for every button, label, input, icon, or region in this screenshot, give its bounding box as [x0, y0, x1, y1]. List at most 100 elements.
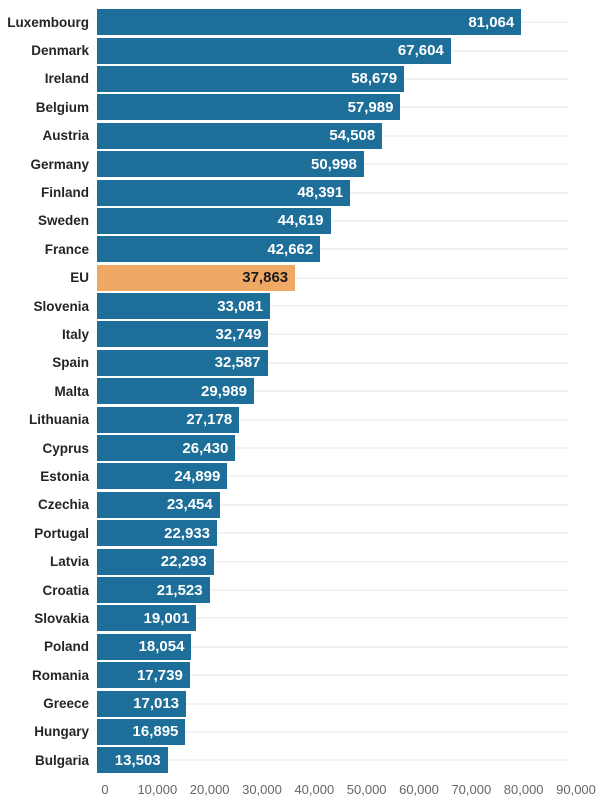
category-gridline — [97, 219, 568, 222]
value-label: 24,899 — [174, 467, 221, 485]
plot-area: 19,001 — [97, 604, 568, 632]
value-label: 50,998 — [310, 155, 357, 173]
bar-row: Latvia 22,293 — [0, 547, 607, 575]
category-gridline — [97, 447, 568, 450]
bar-row: Ireland 58,679 — [0, 65, 607, 93]
bar-row: Hungary 16,895 — [0, 718, 607, 746]
x-axis-tick-label: 60,000 — [399, 781, 439, 797]
x-axis-tick-label: 90,000 — [556, 781, 596, 797]
category-label: Ireland — [44, 71, 89, 87]
category-label: Bulgaria — [34, 752, 89, 768]
value-label: 23,454 — [166, 496, 213, 514]
bar: 48,391 — [97, 179, 351, 206]
category-label: Cyprus — [42, 440, 89, 456]
category-label: Slovakia — [34, 610, 89, 626]
x-axis-tick-label: 40,000 — [294, 781, 335, 797]
category-gridline — [97, 503, 568, 506]
bar: 33,081 — [97, 293, 271, 320]
category-gridline — [97, 361, 568, 364]
bar: 44,619 — [97, 207, 331, 234]
bar: 57,989 — [97, 94, 401, 121]
bar: 81,064 — [97, 9, 522, 36]
bar-row: Portugal 22,933 — [0, 519, 607, 547]
bar: 13,503 — [97, 747, 168, 774]
x-axis-tick-label: 70,000 — [451, 781, 492, 797]
bar-highlighted: 37,863 — [97, 264, 296, 291]
bar-row: Austria 54,508 — [0, 122, 607, 150]
bar: 54,508 — [97, 122, 383, 149]
plot-area: 33,081 — [97, 292, 568, 320]
category-label: Italy — [61, 326, 89, 342]
plot-area: 81,064 — [97, 8, 568, 36]
bar: 22,293 — [97, 548, 214, 575]
category-gridline — [97, 730, 568, 733]
plot-area: 13,503 — [97, 746, 568, 774]
plot-area: 24,899 — [97, 462, 568, 490]
x-axis-tick-label: 10,000 — [137, 781, 178, 797]
bar: 18,054 — [97, 633, 192, 660]
value-label: 58,679 — [351, 70, 398, 88]
value-label: 17,013 — [133, 695, 180, 713]
bar-row: Greece 17,013 — [0, 689, 607, 717]
plot-area: 42,662 — [97, 235, 568, 263]
value-label: 22,293 — [160, 553, 207, 571]
x-axis-tick-label: 20,000 — [189, 781, 230, 797]
value-label: 21,523 — [156, 581, 203, 599]
category-label: Romania — [31, 667, 89, 683]
plot-area: 23,454 — [97, 491, 568, 519]
category-label: Czechia — [37, 497, 89, 513]
x-axis-tick-label: 0 — [101, 781, 109, 797]
category-gridline — [97, 248, 568, 251]
category-label: EU — [70, 270, 89, 286]
category-gridline — [97, 475, 568, 478]
bar: 42,662 — [97, 236, 321, 263]
plot-area: 29,989 — [97, 377, 568, 405]
value-label: 57,989 — [347, 98, 394, 116]
value-label: 32,749 — [215, 325, 262, 343]
category-gridline — [97, 617, 568, 620]
bar-row: Bulgaria 13,503 — [0, 746, 607, 774]
plot-area: 48,391 — [97, 178, 568, 206]
bar: 32,587 — [97, 349, 268, 376]
value-label: 37,863 — [242, 269, 289, 287]
category-label: Luxembourg — [7, 14, 89, 30]
plot-area: 17,013 — [97, 689, 568, 717]
value-label: 33,081 — [217, 297, 264, 315]
bar: 22,933 — [97, 520, 218, 547]
plot-area: 16,895 — [97, 718, 568, 746]
bar: 16,895 — [97, 718, 186, 745]
bar: 67,604 — [97, 37, 451, 64]
bar: 26,430 — [97, 435, 236, 462]
plot-area: 27,178 — [97, 405, 568, 433]
bar-row: Denmark 67,604 — [0, 36, 607, 64]
plot-area: 44,619 — [97, 207, 568, 235]
category-label: Germany — [30, 156, 89, 172]
x-axis-tick-label: 50,000 — [346, 781, 387, 797]
plot-area: 67,604 — [97, 36, 568, 64]
category-label: France — [44, 241, 89, 257]
plot-area: 18,054 — [97, 633, 568, 661]
category-gridline — [97, 276, 568, 279]
plot-area: 22,293 — [97, 547, 568, 575]
category-gridline — [97, 390, 568, 393]
bar: 19,001 — [97, 605, 197, 632]
value-label: 22,933 — [164, 524, 211, 542]
bar-row: Romania 17,739 — [0, 661, 607, 689]
category-label: Poland — [43, 639, 89, 655]
value-label: 48,391 — [297, 184, 344, 202]
plot-area: 58,679 — [97, 65, 568, 93]
category-label: Greece — [43, 696, 89, 712]
category-label: Croatia — [42, 582, 89, 598]
bar: 17,013 — [97, 690, 187, 717]
x-axis-tick-label: 30,000 — [242, 781, 282, 797]
plot-area: 50,998 — [97, 150, 568, 178]
category-gridline — [97, 560, 568, 563]
x-axis-tick-label: 80,000 — [503, 781, 544, 797]
category-label: Portugal — [34, 525, 89, 541]
category-gridline — [97, 305, 568, 308]
category-gridline — [97, 333, 568, 336]
value-label: 18,054 — [138, 638, 185, 656]
bar: 21,523 — [97, 577, 210, 603]
category-label: Denmark — [31, 43, 89, 59]
